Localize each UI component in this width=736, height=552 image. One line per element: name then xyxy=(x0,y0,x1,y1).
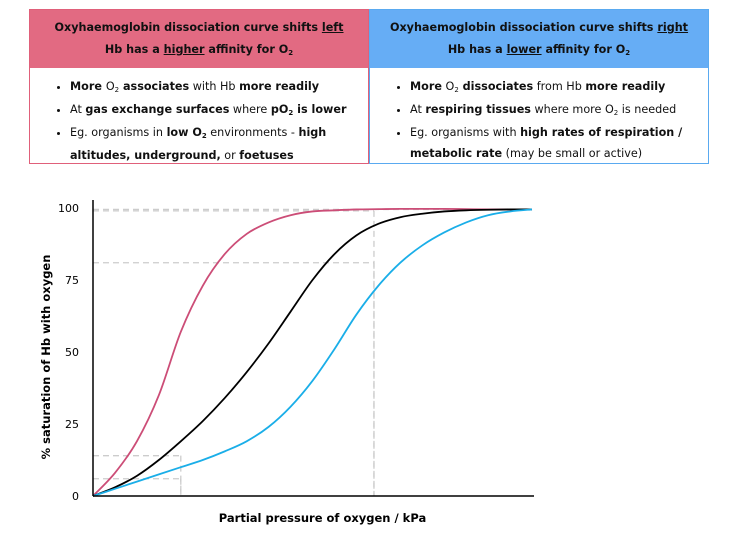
right-shift-panel: Oxyhaemoglobin dissociation curve shifts… xyxy=(369,9,709,164)
list-item: More O2 associates with Hb more readily xyxy=(70,76,358,99)
list-item: More O2 dissociates from Hb more readily xyxy=(410,76,698,99)
left-shift-title-line2: Hb has a higher affinity for O2 xyxy=(104,42,294,57)
left-shift-title-line1: Oxyhaemoglobin dissociation curve shifts… xyxy=(54,20,344,34)
right-shift-title-line1: Oxyhaemoglobin dissociation curve shifts… xyxy=(389,20,689,34)
y-axis-label: % saturation of Hb with oxygen xyxy=(39,255,53,460)
y-tick-label: 50 xyxy=(65,346,79,359)
curve-right xyxy=(92,208,533,497)
y-tick-label: 0 xyxy=(72,490,79,503)
y-tick-label: 100 xyxy=(58,202,79,215)
y-tick-labels: 0 25 50 75 100 xyxy=(58,202,79,503)
curve-left xyxy=(92,207,532,497)
curves xyxy=(92,207,533,497)
guide-lines xyxy=(93,208,532,496)
right-shift-title-line2: Hb has a lower affinity for O2 xyxy=(447,42,631,57)
left-shift-panel-body: More O2 associates with Hb more readily … xyxy=(30,68,368,166)
right-shift-panel-body: More O2 dissociates from Hb more readily… xyxy=(370,68,708,164)
list-item: At respiring tissues where more O2 is ne… xyxy=(410,99,698,122)
y-tick-label: 75 xyxy=(65,274,79,287)
list-item: Eg. organisms with high rates of respira… xyxy=(410,122,698,164)
y-tick-label: 25 xyxy=(65,418,79,431)
dissociation-curve-chart: 0 25 50 75 100 % saturation of Hb with oxyge… xyxy=(39,200,534,525)
list-item: Eg. organisms in low O2 environments - h… xyxy=(70,122,358,166)
right-shift-bullet-list: More O2 dissociates from Hb more readily… xyxy=(392,76,698,164)
x-axis-label: Partial pressure of oxygen / kPa xyxy=(219,511,426,525)
left-shift-panel-header: Oxyhaemoglobin dissociation curve shifts… xyxy=(30,10,368,68)
right-shift-panel-header: Oxyhaemoglobin dissociation curve shifts… xyxy=(370,10,708,68)
list-item: At gas exchange surfaces where pO2 is lo… xyxy=(70,99,358,122)
left-shift-panel: Oxyhaemoglobin dissociation curve shifts… xyxy=(29,9,369,164)
left-shift-bullet-list: More O2 associates with Hb more readily … xyxy=(52,76,358,166)
curve-normal xyxy=(92,208,533,497)
